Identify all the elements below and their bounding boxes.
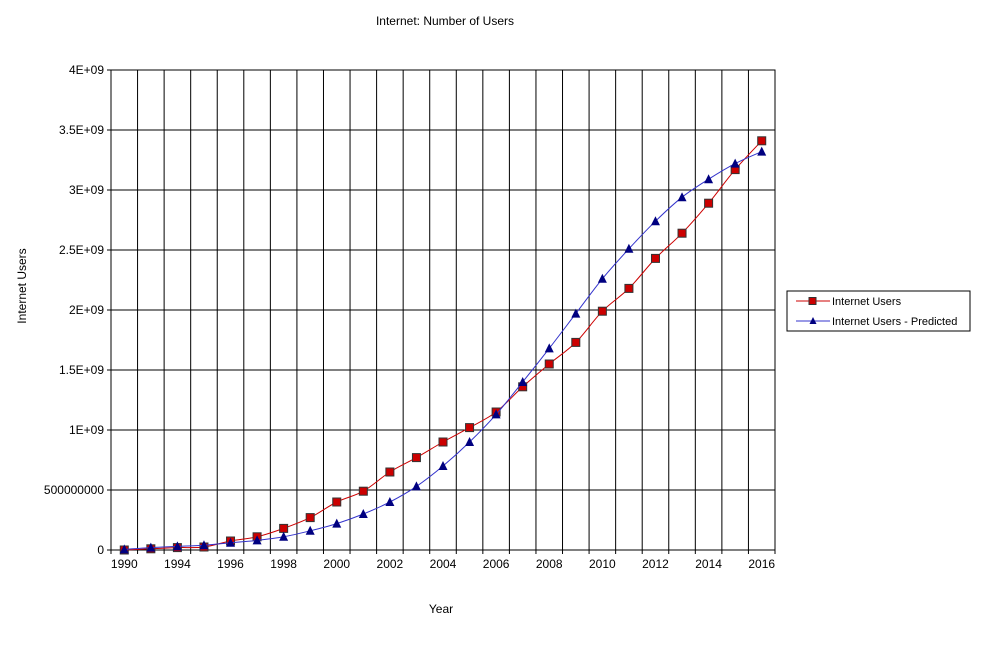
legend-marker-triangle	[809, 317, 817, 324]
data-point-square	[624, 283, 634, 293]
legend-label-internet-users: Internet Users	[832, 296, 902, 308]
data-point-triangle	[597, 273, 607, 283]
data-point-square	[385, 467, 395, 477]
y-axis-label: Internet Users	[15, 248, 29, 323]
series-layer	[119, 136, 767, 555]
data-point-triangle	[465, 437, 475, 446]
data-point-triangle	[146, 542, 156, 552]
x-tick-label: 1998	[270, 557, 297, 571]
plot-area-border	[110, 69, 776, 551]
y-tick-label: 4E+09	[69, 63, 104, 77]
data-point-square	[677, 228, 687, 238]
data-point-square	[358, 486, 368, 496]
data-point-triangle	[172, 541, 182, 551]
x-tick-label: 1990	[111, 557, 138, 571]
axes: 0 500000000 1E+09 1.5E+09 2E+09 2.5E+09 3E+09 3…	[44, 63, 776, 571]
data-point-square	[411, 453, 421, 463]
x-tick-label: 2006	[483, 557, 510, 571]
data-point-square	[597, 306, 607, 316]
legend-label-predicted: Internet Users - Predicted	[832, 316, 957, 328]
y-tick-label: 1E+09	[69, 423, 104, 437]
x-tick-label: 2002	[377, 557, 404, 571]
data-point-triangle	[730, 158, 740, 168]
data-point-triangle	[358, 509, 368, 518]
y-tick-label: 1.5E+09	[59, 363, 104, 377]
data-point-triangle	[704, 174, 714, 184]
data-point-triangle	[677, 192, 687, 202]
y-tick-label: 500000000	[44, 483, 104, 497]
data-point-triangle	[252, 535, 262, 545]
chart-title: Internet: Number of Users	[376, 14, 514, 28]
data-point-triangle	[411, 481, 421, 491]
data-point-square	[305, 513, 315, 523]
data-point-triangle	[226, 537, 236, 547]
y-tick-label: 3E+09	[69, 183, 104, 197]
data-point-triangle	[119, 544, 129, 554]
data-point-square	[332, 497, 342, 507]
data-point-square	[438, 437, 448, 447]
data-point-triangle	[279, 531, 289, 541]
data-point-square	[465, 423, 475, 433]
data-point-square	[757, 136, 767, 146]
x-tick-label: 1994	[164, 557, 191, 571]
data-point-triangle	[305, 525, 315, 535]
x-tick-label: 2012	[642, 557, 669, 571]
legend: Internet Users Internet Users - Predicte…	[786, 290, 971, 332]
y-tick-label: 0	[97, 543, 104, 557]
data-point-triangle	[199, 540, 209, 550]
data-point-square	[650, 253, 660, 263]
y-tick-label: 2E+09	[69, 303, 104, 317]
x-tick-label: 2000	[323, 557, 350, 571]
data-point-triangle	[385, 497, 395, 506]
y-tick-label: 2.5E+09	[59, 243, 104, 257]
data-point-triangle	[544, 343, 554, 353]
data-point-square	[571, 337, 581, 347]
x-tick-label: 2016	[748, 557, 775, 571]
data-point-triangle	[757, 146, 767, 156]
series-line-internet-users	[124, 140, 763, 551]
data-point-triangle	[571, 308, 581, 318]
x-tick-label: 2010	[589, 557, 616, 571]
data-point-triangle	[518, 377, 528, 386]
x-tick-label: 2008	[536, 557, 563, 571]
data-point-triangle	[624, 243, 634, 253]
x-tick-label: 2014	[695, 557, 722, 571]
data-point-square	[279, 523, 289, 533]
data-point-square	[544, 359, 554, 369]
data-point-triangle	[650, 216, 660, 226]
data-point-triangle	[332, 518, 342, 528]
legend-marker-square	[808, 297, 817, 305]
grid	[110, 69, 776, 551]
y-tick-label: 3.5E+09	[59, 123, 104, 137]
x-tick-label: 2004	[430, 557, 457, 571]
x-tick-label: 1996	[217, 557, 244, 571]
x-axis-label: Year	[429, 602, 453, 616]
data-point-square	[704, 198, 714, 208]
data-point-triangle	[491, 409, 501, 419]
legend-box	[786, 290, 971, 332]
data-point-triangle	[438, 461, 448, 470]
